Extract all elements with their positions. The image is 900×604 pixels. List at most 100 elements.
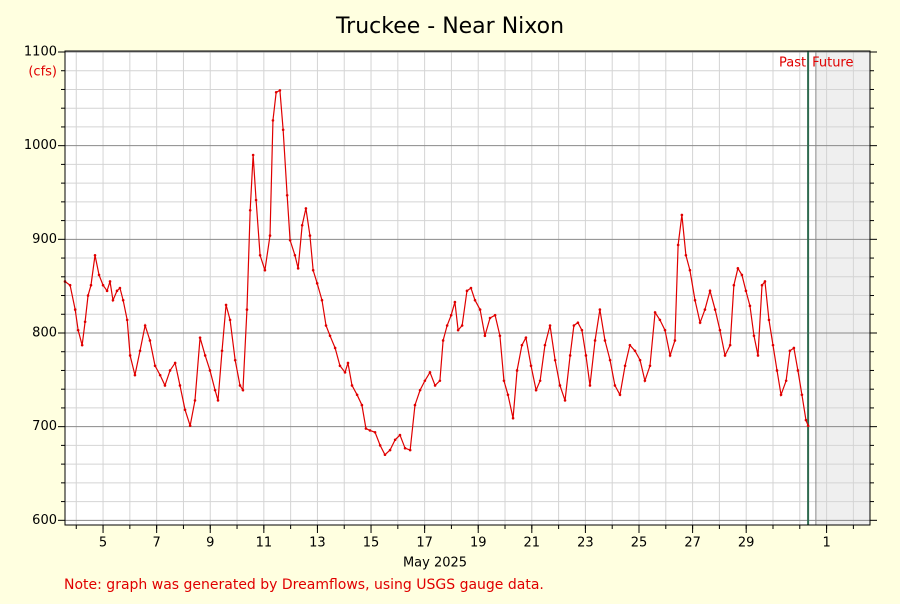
y-tick-label: 700 bbox=[32, 419, 57, 434]
x-tick-label: 13 bbox=[309, 536, 326, 551]
data-point bbox=[315, 282, 319, 285]
data-point bbox=[628, 343, 632, 347]
data-point bbox=[469, 286, 473, 290]
data-point bbox=[633, 349, 637, 353]
data-point bbox=[360, 403, 364, 407]
x-tick-label: 1 bbox=[822, 536, 830, 551]
data-point bbox=[572, 324, 576, 327]
data-point bbox=[263, 268, 267, 272]
data-point bbox=[213, 388, 217, 392]
data-point bbox=[128, 354, 132, 357]
data-point bbox=[688, 268, 692, 272]
x-tick-label: 23 bbox=[577, 536, 594, 551]
data-point bbox=[713, 308, 717, 311]
data-point bbox=[613, 384, 617, 387]
data-point bbox=[133, 373, 137, 377]
data-point bbox=[623, 364, 627, 368]
data-point bbox=[403, 446, 407, 450]
data-point bbox=[163, 384, 167, 387]
data-point bbox=[203, 354, 207, 357]
data-point bbox=[767, 318, 771, 322]
x-tick-label: 25 bbox=[631, 536, 648, 551]
data-point bbox=[364, 427, 368, 430]
data-point bbox=[800, 393, 804, 397]
data-point bbox=[245, 308, 249, 311]
data-point bbox=[216, 399, 220, 402]
data-point bbox=[93, 253, 97, 257]
data-point bbox=[563, 399, 567, 402]
data-point bbox=[115, 289, 119, 293]
data-point bbox=[433, 384, 437, 387]
data-point bbox=[673, 339, 677, 342]
data-point bbox=[515, 369, 519, 372]
data-point bbox=[752, 334, 756, 338]
data-point bbox=[511, 416, 515, 420]
data-point bbox=[744, 289, 748, 293]
data-point bbox=[258, 253, 262, 257]
data-point bbox=[698, 321, 702, 324]
data-point bbox=[732, 283, 736, 287]
data-point bbox=[97, 273, 101, 277]
data-point bbox=[804, 418, 808, 422]
data-point bbox=[408, 448, 412, 452]
data-point bbox=[438, 379, 442, 383]
data-point bbox=[278, 89, 282, 92]
data-point bbox=[423, 379, 427, 383]
x-axis-label: May 2025 bbox=[403, 556, 467, 571]
data-point bbox=[373, 430, 377, 434]
data-point bbox=[658, 318, 662, 322]
data-point bbox=[393, 438, 397, 442]
data-point bbox=[543, 343, 547, 347]
data-point bbox=[502, 379, 506, 383]
data-point bbox=[493, 313, 497, 317]
plot-area bbox=[65, 51, 870, 525]
flow-line bbox=[64, 89, 809, 456]
future-region bbox=[815, 51, 870, 525]
data-point bbox=[350, 384, 354, 387]
data-point bbox=[520, 343, 524, 347]
data-point bbox=[723, 354, 727, 357]
x-tick-label: 15 bbox=[363, 536, 380, 551]
data-point bbox=[238, 384, 242, 387]
y-tick-label: 1000 bbox=[24, 138, 57, 153]
data-point bbox=[524, 336, 528, 339]
data-point bbox=[548, 324, 552, 327]
data-point bbox=[308, 234, 312, 237]
data-point bbox=[346, 361, 350, 365]
data-point bbox=[241, 388, 245, 392]
data-point bbox=[68, 283, 72, 287]
y-axis-label: (cfs) bbox=[28, 65, 57, 80]
data-point bbox=[80, 343, 84, 347]
data-point bbox=[343, 371, 347, 374]
data-point bbox=[324, 324, 328, 327]
data-point bbox=[138, 349, 142, 353]
data-point bbox=[193, 399, 197, 402]
chart-title: Truckee - Near Nixon bbox=[335, 14, 564, 39]
data-point bbox=[228, 318, 232, 322]
data-point bbox=[383, 453, 387, 457]
data-point bbox=[183, 408, 187, 412]
data-point bbox=[328, 334, 332, 338]
data-point bbox=[333, 346, 337, 350]
data-point bbox=[465, 289, 469, 293]
data-point bbox=[478, 308, 482, 311]
data-point bbox=[788, 349, 792, 353]
data-point bbox=[89, 283, 93, 287]
data-point bbox=[173, 361, 177, 365]
data-point bbox=[153, 364, 157, 368]
data-point bbox=[680, 213, 684, 217]
data-point bbox=[584, 354, 588, 357]
data-point bbox=[254, 198, 258, 202]
data-point bbox=[111, 298, 115, 302]
data-point bbox=[118, 286, 122, 290]
data-point bbox=[368, 429, 372, 432]
note: Note: graph was generated by Dreamflows,… bbox=[64, 577, 544, 593]
x-tick-label: 29 bbox=[738, 536, 755, 551]
data-point bbox=[498, 334, 502, 338]
data-point bbox=[648, 364, 652, 368]
data-point bbox=[293, 253, 297, 257]
data-point bbox=[398, 433, 402, 437]
data-point bbox=[76, 328, 80, 332]
data-point bbox=[756, 354, 760, 357]
